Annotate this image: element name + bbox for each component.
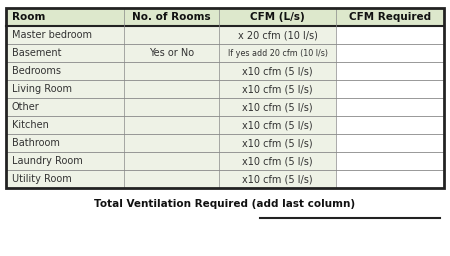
Text: Bedrooms: Bedrooms: [12, 66, 61, 76]
Bar: [6, 80, 336, 98]
Text: x10 cfm (5 l/s): x10 cfm (5 l/s): [242, 102, 313, 112]
Text: Room: Room: [12, 12, 45, 22]
Text: Yes or No: Yes or No: [149, 48, 194, 58]
Text: Total Ventilation Required (add last column): Total Ventilation Required (add last col…: [94, 199, 356, 209]
Text: Master bedroom: Master bedroom: [12, 30, 92, 40]
Text: Basement: Basement: [12, 48, 62, 58]
Text: Other: Other: [12, 102, 40, 112]
Bar: [6, 152, 336, 170]
Text: x10 cfm (5 l/s): x10 cfm (5 l/s): [242, 138, 313, 148]
Text: Laundry Room: Laundry Room: [12, 156, 83, 166]
Text: Living Room: Living Room: [12, 84, 72, 94]
Text: x10 cfm (5 l/s): x10 cfm (5 l/s): [242, 174, 313, 184]
Bar: [336, 116, 444, 134]
Text: No. of Rooms: No. of Rooms: [132, 12, 211, 22]
Bar: [336, 26, 444, 44]
Bar: [6, 98, 336, 116]
Text: Kitchen: Kitchen: [12, 120, 49, 130]
Bar: [6, 8, 444, 188]
Text: If yes add 20 cfm (10 l/s): If yes add 20 cfm (10 l/s): [228, 48, 328, 58]
Bar: [336, 62, 444, 80]
Bar: [336, 152, 444, 170]
Bar: [6, 62, 336, 80]
Text: x10 cfm (5 l/s): x10 cfm (5 l/s): [242, 84, 313, 94]
Text: x 20 cfm (10 l/s): x 20 cfm (10 l/s): [238, 30, 317, 40]
Bar: [6, 8, 444, 26]
Text: Utility Room: Utility Room: [12, 174, 72, 184]
Text: CFM (L/s): CFM (L/s): [250, 12, 305, 22]
Bar: [336, 44, 444, 62]
Bar: [336, 170, 444, 188]
Text: x10 cfm (5 l/s): x10 cfm (5 l/s): [242, 66, 313, 76]
Text: Bathroom: Bathroom: [12, 138, 60, 148]
Bar: [6, 26, 336, 44]
Bar: [6, 134, 336, 152]
Bar: [336, 80, 444, 98]
Text: x10 cfm (5 l/s): x10 cfm (5 l/s): [242, 120, 313, 130]
Text: CFM Required: CFM Required: [349, 12, 431, 22]
Bar: [336, 98, 444, 116]
Text: x10 cfm (5 l/s): x10 cfm (5 l/s): [242, 156, 313, 166]
Bar: [6, 170, 336, 188]
Bar: [336, 134, 444, 152]
Bar: [6, 44, 336, 62]
Bar: [6, 116, 336, 134]
